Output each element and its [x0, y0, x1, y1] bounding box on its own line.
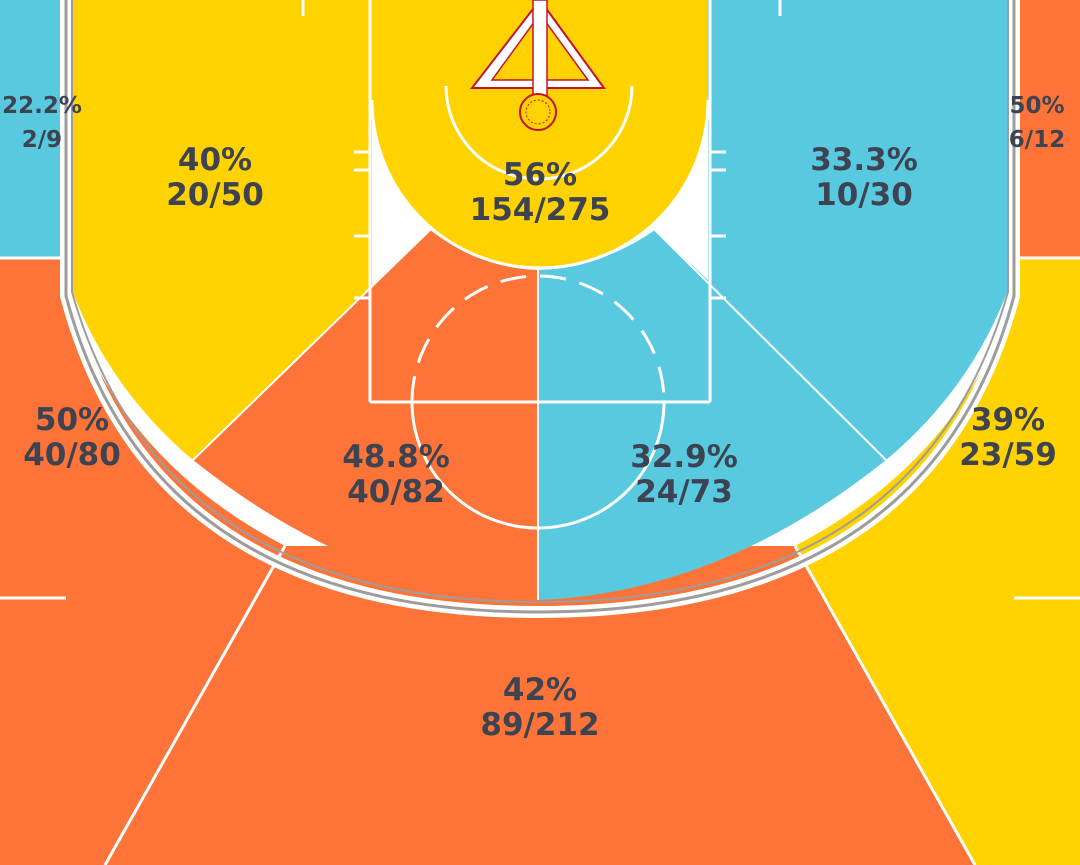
zone-pct-right-elbow-mid: 32.9% [630, 439, 738, 475]
zone-labels: 22.2% 2/9 50% 6/12 40%20/50 33.3%10/30 56%154/… [2, 93, 1065, 743]
zone-pct-right-corner-three: 50% [1009, 93, 1064, 119]
zone-made-attempts-left-baseline-mid: 20/50 [166, 177, 264, 213]
restricted-arc [444, 85, 634, 181]
zone-made-attempts-top-key-three: 89/212 [480, 707, 599, 743]
zone-made-attempts-left-wing-three: 40/80 [23, 437, 121, 473]
zone-pct-left-elbow-mid: 48.8% [342, 439, 450, 475]
zone-made-attempts-right-wing-three: 23/59 [959, 437, 1057, 473]
zone-pct-left-wing-three: 50% [35, 402, 109, 438]
three-point-line [60, 0, 1020, 619]
zone-divider-right-three [793, 545, 977, 865]
zone-divider-left-mid [192, 229, 431, 461]
zone-fill-left-elbow-mid[interactable] [193, 230, 538, 600]
hoop-icon [469, 0, 606, 131]
zone-fill-left-corner-three[interactable] [0, 0, 66, 258]
zone-made-attempts-right-corner-three: 6/12 [1009, 127, 1065, 153]
zone-divider-right-mid [654, 229, 887, 461]
zone-made-attempts-right-elbow-mid: 24/73 [635, 474, 733, 510]
zone-divider-left-three [103, 545, 287, 865]
zone-fill-top-key-three[interactable] [105, 546, 975, 865]
zone-fill-right-corner-three[interactable] [1014, 0, 1080, 258]
zone-pct-restricted-area: 56% [503, 157, 577, 193]
zone-pct-right-baseline-mid: 33.3% [810, 142, 918, 178]
zone-pct-right-wing-three: 39% [971, 402, 1045, 438]
zone-fill-left-baseline-mid[interactable] [72, 0, 430, 460]
zone-made-attempts-left-elbow-mid: 40/82 [347, 474, 445, 510]
zone-fill-right-baseline-mid[interactable] [655, 0, 1008, 460]
zone-fill-left-wing-three[interactable] [0, 258, 285, 865]
zone-fill-right-wing-three[interactable] [795, 258, 1080, 865]
zone-pct-top-key-three: 42% [503, 672, 577, 708]
zone-pct-left-baseline-mid: 40% [178, 142, 252, 178]
zone-made-attempts-left-corner-three: 2/9 [22, 127, 62, 153]
free-throw-circle-upper [410, 274, 666, 403]
zone-fill-right-elbow-mid[interactable] [538, 230, 886, 600]
zone-pct-left-corner-three: 22.2% [2, 93, 82, 119]
paint-circle-outline [370, 99, 710, 270]
zone-fill-restricted-area[interactable] [372, 0, 708, 268]
zone-made-attempts-right-baseline-mid: 10/30 [815, 177, 913, 213]
zone-made-attempts-restricted-area: 154/275 [470, 192, 611, 228]
